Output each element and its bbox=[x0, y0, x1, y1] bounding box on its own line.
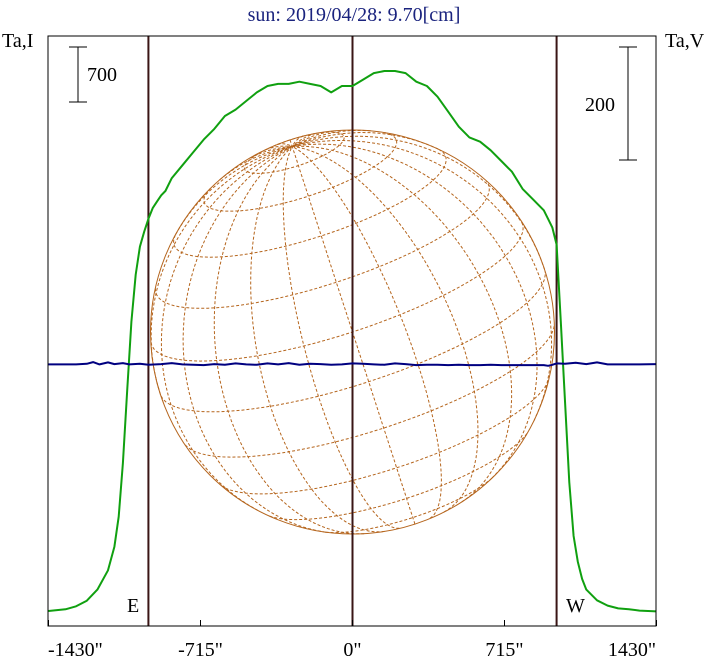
east-limb-label: E bbox=[127, 595, 139, 617]
longitude-line bbox=[219, 145, 293, 181]
series-line-stokes-i bbox=[48, 70, 657, 613]
longitude-line bbox=[249, 145, 293, 159]
longitude-line bbox=[213, 145, 365, 535]
longitude-line bbox=[289, 139, 293, 147]
right-scale-bar-label: 200 bbox=[585, 94, 615, 116]
solar-disk-grid bbox=[150, 129, 555, 535]
chart-title: sun: 2019/04/28: 9.70[cm] bbox=[248, 4, 461, 26]
latitude-line bbox=[150, 221, 524, 362]
latitude-line bbox=[184, 325, 555, 458]
longitude-line bbox=[182, 145, 326, 533]
latitude-line bbox=[154, 180, 490, 309]
longitude-line bbox=[291, 146, 416, 525]
left-scale-bar: 700 bbox=[69, 46, 117, 103]
x-tick-label: 0" bbox=[343, 639, 361, 661]
latitude-line bbox=[173, 149, 447, 258]
longitude-line bbox=[292, 143, 538, 479]
longitude-line bbox=[160, 145, 293, 511]
vertical-markers bbox=[147, 36, 558, 626]
longitude-line bbox=[282, 146, 400, 529]
latitude-line bbox=[160, 271, 546, 413]
longitude-line bbox=[291, 129, 371, 147]
longitude-line bbox=[150, 145, 293, 395]
longitude-line bbox=[277, 143, 293, 147]
x-tick-label: 1430" bbox=[608, 639, 656, 661]
left-axis-label: Ta,I bbox=[2, 30, 33, 52]
x-tick-label: 715" bbox=[485, 639, 523, 661]
x-tick-label: -715" bbox=[178, 639, 223, 661]
latitude-line bbox=[269, 431, 529, 521]
series-line-stokes-v bbox=[48, 361, 657, 367]
latitude-line bbox=[203, 131, 398, 212]
right-scale-bar: 200 bbox=[585, 46, 637, 161]
longitude-line bbox=[291, 145, 442, 519]
longitude-line bbox=[292, 139, 553, 422]
longitude-line bbox=[291, 133, 316, 147]
longitude-line bbox=[292, 135, 546, 270]
west-limb-label: W bbox=[566, 595, 585, 617]
series-layer bbox=[48, 70, 657, 613]
longitude-line bbox=[250, 146, 385, 533]
left-scale-bar-label: 700 bbox=[87, 64, 117, 86]
longitude-line bbox=[292, 145, 513, 503]
right-axis-label: Ta,V bbox=[665, 30, 705, 52]
longitude-line bbox=[291, 135, 304, 147]
longitude-line bbox=[292, 145, 479, 513]
longitude-line bbox=[291, 130, 334, 147]
latitude-line bbox=[220, 378, 550, 495]
x-axis-ticks: -1430" -715" 0" 715" 1430" bbox=[48, 620, 657, 661]
x-tick-label: -1430" bbox=[48, 639, 103, 661]
longitude-line bbox=[265, 145, 293, 151]
